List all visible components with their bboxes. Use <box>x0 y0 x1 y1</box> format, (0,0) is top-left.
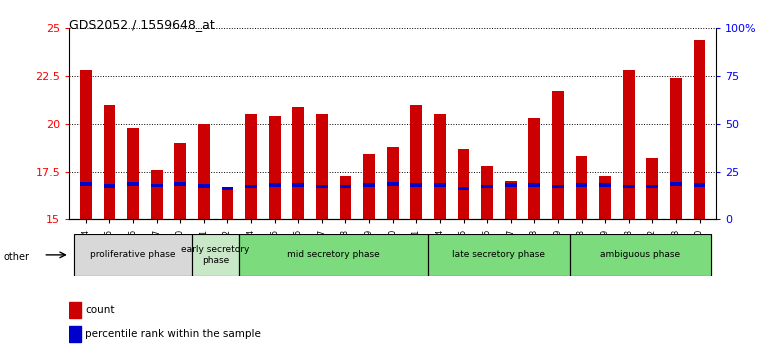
Bar <box>192 234 239 276</box>
Bar <box>528 118 541 219</box>
Bar <box>387 147 399 219</box>
Bar <box>316 185 328 188</box>
Bar <box>552 185 564 188</box>
Text: late secretory phase: late secretory phase <box>453 250 545 259</box>
Bar <box>428 234 570 276</box>
Bar <box>127 128 139 219</box>
Bar <box>174 143 186 219</box>
Text: GDS2052 / 1559648_at: GDS2052 / 1559648_at <box>69 18 215 31</box>
Bar <box>198 184 209 188</box>
Text: ambiguous phase: ambiguous phase <box>601 250 681 259</box>
Bar <box>576 183 588 187</box>
Text: percentile rank within the sample: percentile rank within the sample <box>85 329 261 339</box>
Bar <box>80 182 92 186</box>
Bar <box>410 105 422 219</box>
Bar <box>570 234 711 276</box>
Bar <box>245 185 257 188</box>
Bar <box>340 176 351 219</box>
Bar <box>340 185 351 188</box>
Bar <box>647 185 658 188</box>
Text: other: other <box>4 252 30 262</box>
Bar <box>80 70 92 219</box>
Bar <box>198 124 209 219</box>
Bar <box>505 183 517 187</box>
Bar <box>74 234 192 276</box>
Bar <box>670 182 682 186</box>
Text: early secretory
phase: early secretory phase <box>182 245 249 264</box>
Bar <box>647 158 658 219</box>
Bar <box>69 326 81 342</box>
Bar <box>428 234 570 276</box>
Bar <box>457 149 470 219</box>
Bar <box>269 116 280 219</box>
Bar <box>222 187 233 219</box>
Bar <box>670 78 682 219</box>
Bar <box>457 187 470 190</box>
Bar <box>528 183 541 187</box>
Bar <box>269 183 280 187</box>
Bar <box>410 183 422 187</box>
Bar <box>245 114 257 219</box>
Text: proliferative phase: proliferative phase <box>90 250 176 259</box>
Bar <box>239 234 428 276</box>
Bar <box>505 181 517 219</box>
Text: count: count <box>85 305 115 315</box>
Bar <box>623 185 634 188</box>
Bar <box>481 185 493 188</box>
Bar <box>293 183 304 187</box>
Bar <box>434 183 446 187</box>
Bar <box>293 107 304 219</box>
Bar <box>570 234 711 276</box>
Bar <box>151 184 162 187</box>
Bar <box>174 182 186 186</box>
Bar <box>103 105 116 219</box>
Bar <box>576 156 588 219</box>
Bar <box>151 170 162 219</box>
Bar <box>74 234 192 276</box>
Bar <box>552 91 564 219</box>
Bar <box>599 176 611 219</box>
Bar <box>127 182 139 186</box>
Bar <box>363 183 375 187</box>
Bar <box>434 114 446 219</box>
Bar <box>239 234 428 276</box>
Bar <box>103 184 116 188</box>
Bar <box>694 40 705 219</box>
Bar <box>316 114 328 219</box>
Bar <box>599 183 611 187</box>
Text: mid secretory phase: mid secretory phase <box>287 250 380 259</box>
Bar <box>481 166 493 219</box>
Bar <box>192 234 239 276</box>
Bar <box>623 70 634 219</box>
Bar <box>222 187 233 190</box>
Bar <box>694 183 705 187</box>
Bar <box>363 154 375 219</box>
Bar <box>387 182 399 186</box>
Bar <box>69 302 81 318</box>
